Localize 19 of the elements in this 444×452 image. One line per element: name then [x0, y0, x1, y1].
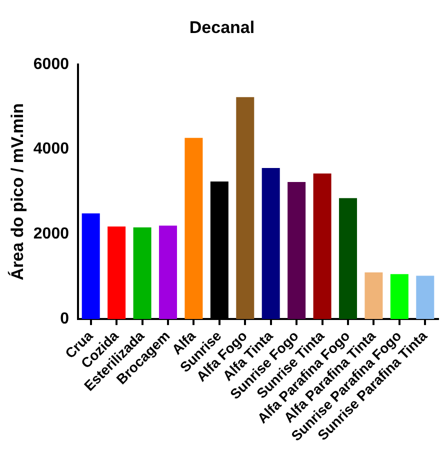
bar	[262, 168, 280, 320]
bar	[184, 138, 203, 320]
bar	[236, 97, 254, 320]
y-tick-label: 0	[60, 310, 70, 328]
y-axis-title: Área do pico / mV.min	[6, 103, 27, 280]
chart-title: Decanal	[189, 18, 255, 37]
y-tick-label: 2000	[33, 226, 70, 243]
bar	[288, 182, 306, 320]
bar	[339, 198, 357, 320]
bar	[82, 213, 100, 320]
y-tick-label: 4000	[33, 140, 70, 158]
bar	[108, 226, 126, 320]
bar	[158, 226, 177, 320]
bar	[133, 227, 152, 320]
bar	[313, 173, 332, 320]
bar	[416, 276, 434, 320]
bar	[390, 274, 408, 320]
bar	[364, 272, 383, 320]
y-tick-label: 6000	[33, 56, 70, 73]
